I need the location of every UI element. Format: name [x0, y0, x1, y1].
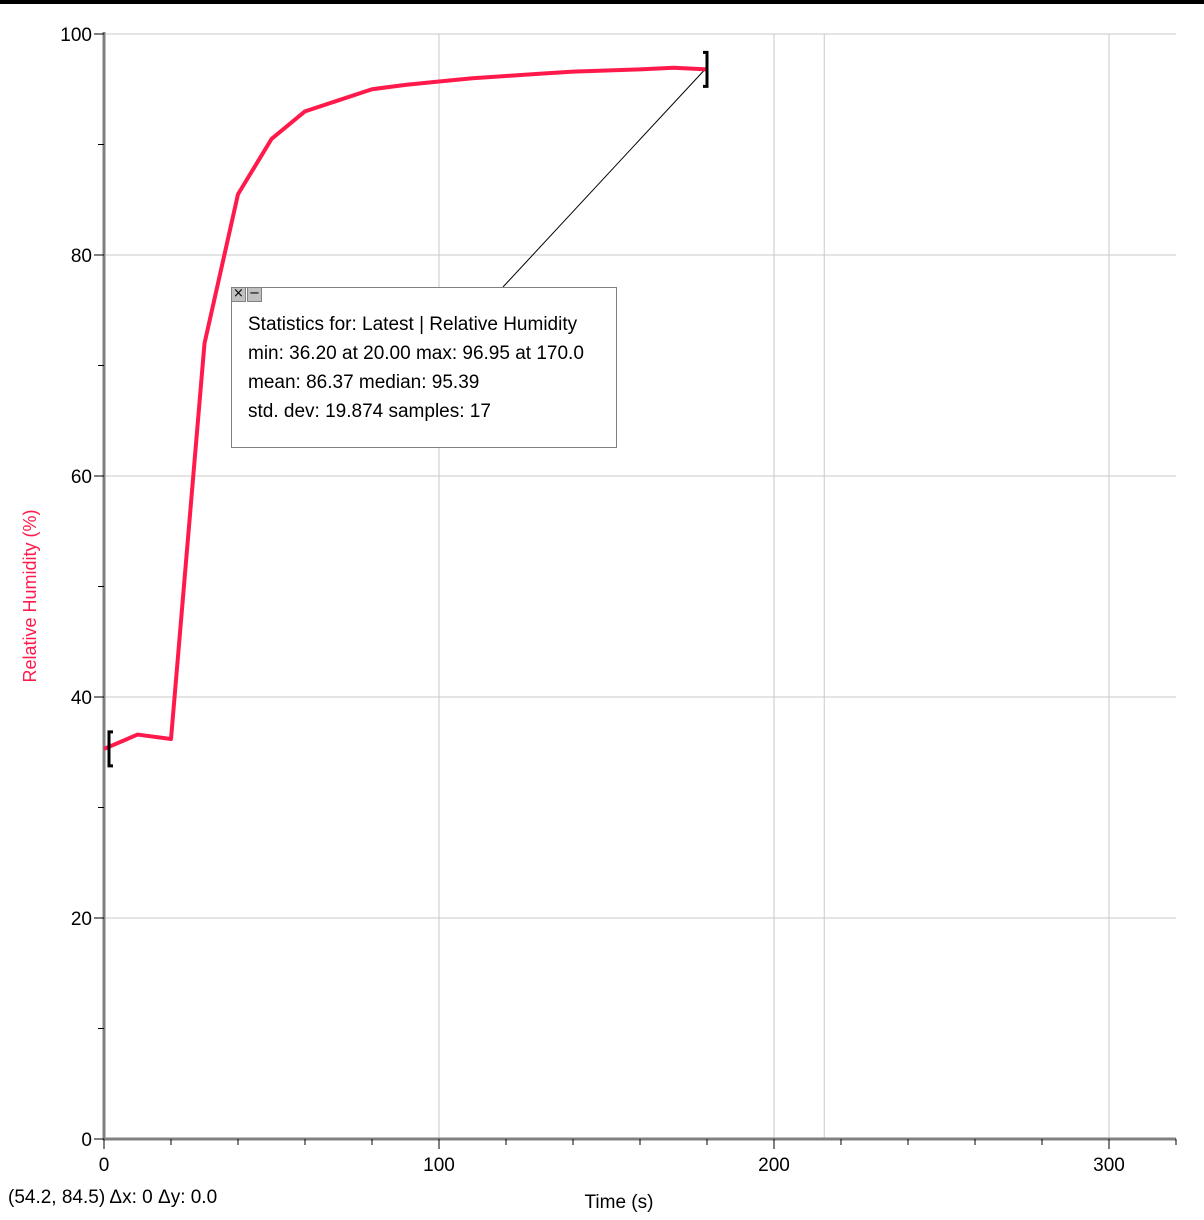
stats-min-max: min: 36.20 at 20.00 max: 96.95 at 170.0	[248, 343, 584, 364]
stats-title: Statistics for: Latest | Relative Humidi…	[248, 314, 578, 335]
close-icon[interactable]: ×	[231, 287, 246, 302]
stats-mean-median: mean: 86.37 median: 95.39	[248, 372, 480, 393]
y-tick-label: 20	[71, 909, 92, 930]
stats-controls: × −	[231, 287, 262, 302]
y-tick-label: 100	[60, 25, 92, 46]
stats-stddev-samples: std. dev: 19.874 samples: 17	[248, 401, 491, 422]
x-tick-label: 200	[758, 1155, 790, 1176]
series-line	[103, 65, 708, 751]
axis-ticks: 0 20 40 60 80 100 0 100 200 300	[60, 25, 1177, 1176]
selection-brackets[interactable]	[107, 50, 709, 768]
y-axis-label: Relative Humidity (%)	[20, 509, 40, 682]
coordinate-readout: (54.2, 84.5) Δx: 0 Δy: 0.0	[8, 1187, 218, 1208]
selection-end-bracket	[703, 50, 709, 88]
data-series	[103, 65, 708, 751]
x-axis-label: Time (s)	[585, 1192, 654, 1213]
x-tick-label: 300	[1093, 1155, 1125, 1176]
y-tick-label: 0	[81, 1130, 92, 1151]
y-tick-label: 60	[71, 467, 92, 488]
x-tick-label: 100	[423, 1155, 455, 1176]
x-tick-label: 0	[99, 1155, 110, 1176]
minimize-icon[interactable]: −	[247, 287, 262, 302]
stats-callout-line	[502, 69, 706, 288]
statistics-box[interactable]: × − Statistics for: Latest | Relative Hu…	[231, 287, 617, 448]
chart-axes	[102, 32, 1176, 1141]
top-border-line	[0, 0, 1204, 4]
y-tick-label: 80	[71, 246, 92, 267]
chart-grid	[104, 33, 1176, 1139]
stats-text: Statistics for: Latest | Relative Humidi…	[248, 310, 584, 426]
y-tick-label: 40	[71, 688, 92, 709]
selection-start-bracket	[107, 730, 113, 768]
callout-line	[502, 69, 706, 288]
